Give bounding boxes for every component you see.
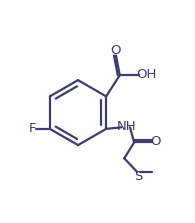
Text: O: O	[151, 135, 161, 148]
Text: NH: NH	[116, 120, 136, 133]
Text: OH: OH	[136, 68, 156, 81]
Text: S: S	[135, 170, 143, 183]
Text: O: O	[111, 44, 121, 57]
Text: F: F	[28, 122, 36, 135]
